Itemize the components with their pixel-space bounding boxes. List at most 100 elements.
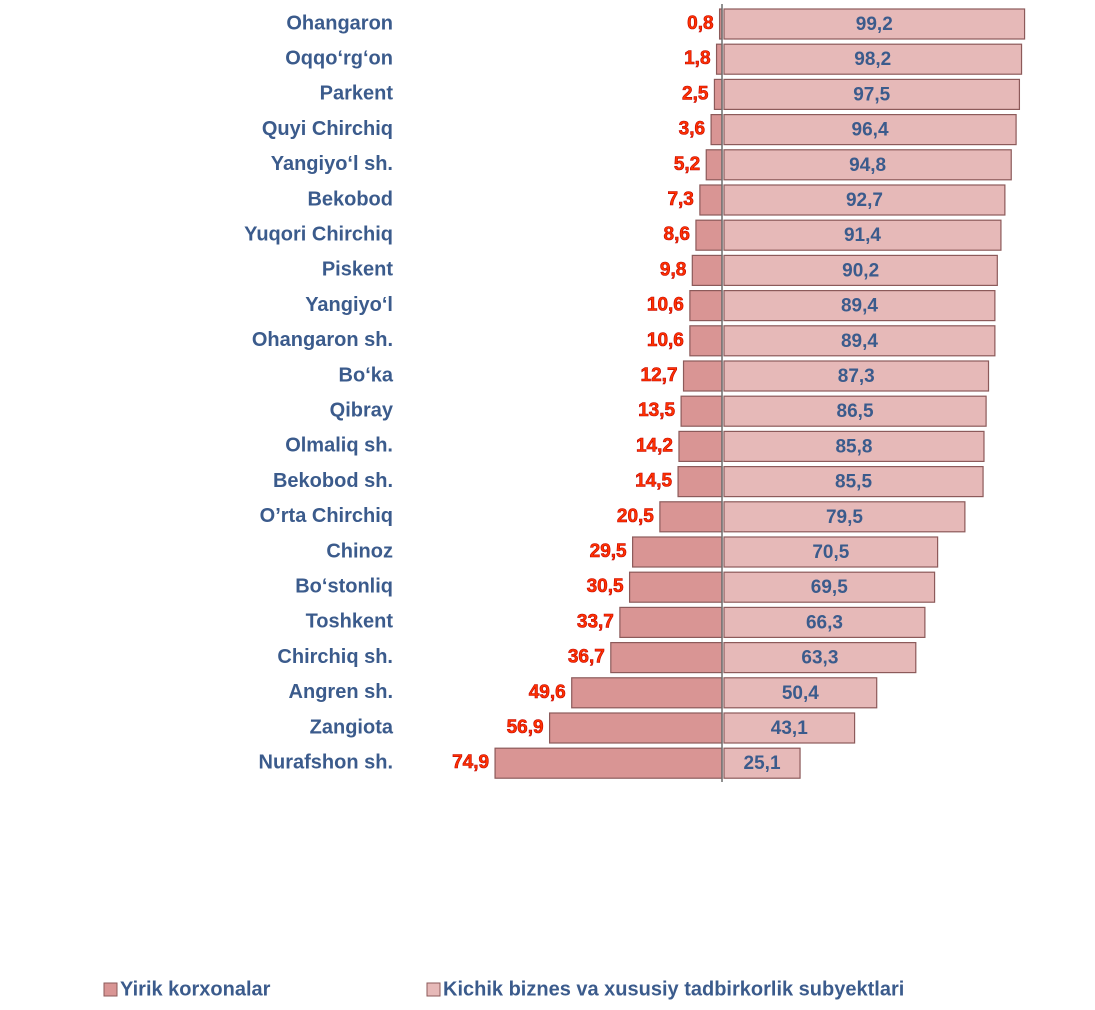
category-label: Chinoz <box>326 540 393 562</box>
bar-right <box>723 641 917 674</box>
value-label: 56,9 <box>507 717 544 738</box>
category-label: Qibray <box>330 399 394 421</box>
value-label: 14,5 <box>635 471 672 492</box>
bar-left <box>715 43 723 75</box>
bar-right <box>723 677 878 709</box>
bar-right <box>723 290 996 322</box>
category-label: Oqqo‘rg‘on <box>285 47 393 69</box>
value-label: 97,5 <box>853 84 890 105</box>
category-label: Yuqori Chirchiq <box>244 223 393 245</box>
category-label: Olmaliq sh. <box>285 435 393 457</box>
category-label: O’rta Chirchiq <box>260 505 393 527</box>
value-label: 89,4 <box>841 296 878 317</box>
value-label: 69,5 <box>811 577 848 598</box>
bar-left <box>705 149 723 181</box>
value-label: 79,5 <box>826 507 863 528</box>
value-label: 90,2 <box>842 260 879 281</box>
value-label: 85,8 <box>835 436 872 457</box>
category-label: Yangiyo‘l <box>305 294 393 316</box>
value-label: 10,6 <box>647 330 684 351</box>
bar-right <box>723 747 801 779</box>
value-label: 33,7 <box>577 611 614 632</box>
bar-right <box>723 536 939 568</box>
bar-right <box>723 184 1006 216</box>
bar-left <box>689 325 723 357</box>
value-label: 9,8 <box>660 259 686 280</box>
bar-right <box>723 325 996 357</box>
bar-right <box>723 430 985 462</box>
bar-left <box>691 254 723 286</box>
value-label: 1,8 <box>684 48 710 69</box>
category-label: Bo‘ka <box>339 364 394 386</box>
bar-right <box>723 8 1026 40</box>
value-label: 70,5 <box>812 542 849 563</box>
value-label: 86,5 <box>837 401 874 422</box>
bar-right <box>723 466 984 498</box>
value-label: 13,5 <box>638 400 675 421</box>
bar-left <box>680 395 723 427</box>
bar-left <box>619 606 723 639</box>
bar-right <box>723 78 1021 111</box>
value-label: 30,5 <box>587 576 624 597</box>
bar-left <box>571 677 723 709</box>
value-label: 43,1 <box>771 718 808 739</box>
value-label: 50,4 <box>782 683 819 704</box>
category-label: Quyi Chirchiq <box>262 118 393 140</box>
category-label: Nurafshon sh. <box>259 751 393 773</box>
category-label: Chirchiq sh. <box>277 646 393 668</box>
value-label: 96,4 <box>852 120 889 141</box>
bar-left <box>710 113 723 146</box>
bar-right <box>723 501 966 533</box>
category-label: Ohangaron <box>286 12 393 34</box>
bar-left <box>699 184 723 216</box>
value-label: 14,2 <box>636 435 673 456</box>
value-label: 8,6 <box>664 224 690 245</box>
bar-left <box>689 290 723 322</box>
category-label: Bekobod sh. <box>273 470 393 492</box>
legend-swatch <box>426 982 441 997</box>
bar-right <box>723 254 998 286</box>
category-label: Ohangaron sh. <box>252 329 393 351</box>
bar-right <box>723 395 987 427</box>
value-label: 99,2 <box>856 14 893 35</box>
value-label: 63,3 <box>801 648 838 669</box>
value-label: 91,4 <box>844 225 881 246</box>
bar-left <box>682 360 723 392</box>
bar-left <box>494 747 723 779</box>
value-label: 92,7 <box>846 190 883 211</box>
value-label: 87,3 <box>838 366 875 387</box>
value-label: 98,2 <box>854 49 891 70</box>
bar-right <box>723 219 1002 251</box>
category-label: Zangiota <box>310 716 394 738</box>
category-label: Toshkent <box>306 611 394 633</box>
bar-left <box>628 571 723 603</box>
bar-right <box>723 571 936 603</box>
bar-right <box>723 113 1017 146</box>
category-label: Parkent <box>320 83 394 105</box>
bar-right <box>723 606 926 639</box>
value-label: 0,8 <box>687 13 713 34</box>
bar-left <box>659 501 723 533</box>
bar-left <box>678 430 723 462</box>
value-label: 66,3 <box>806 612 843 633</box>
value-label: 12,7 <box>641 365 678 386</box>
bar-right <box>723 712 856 744</box>
value-label: 2,5 <box>682 83 709 104</box>
value-label: 89,4 <box>841 331 878 352</box>
category-label: Bo‘stonliq <box>295 575 393 597</box>
value-label: 36,7 <box>568 647 605 668</box>
category-label: Angren sh. <box>289 681 393 703</box>
bar-left <box>677 466 723 498</box>
bar-right <box>723 43 1023 75</box>
legend-label: Kichik biznes va xususiy tadbirkorlik su… <box>443 978 904 1000</box>
category-label: Bekobod <box>307 188 393 210</box>
value-label: 7,3 <box>667 189 693 210</box>
category-label: Piskent <box>322 259 393 281</box>
bar-left <box>548 712 723 744</box>
bar-right <box>723 360 990 392</box>
value-label: 74,9 <box>452 752 489 773</box>
value-label: 3,6 <box>679 119 705 140</box>
bar-left <box>632 536 723 568</box>
value-label: 29,5 <box>590 541 627 562</box>
